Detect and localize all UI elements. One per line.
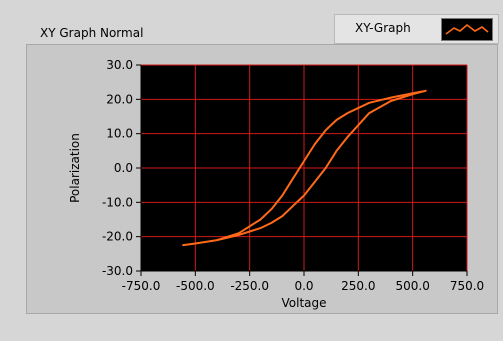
y-tick-label: 20.0 <box>106 92 133 106</box>
x-tick-label: -750.0 <box>122 279 161 293</box>
x-tick-label: 0.0 <box>294 279 313 293</box>
series-line <box>182 89 427 247</box>
x-tick-label: 500.0 <box>395 279 429 293</box>
x-tick-label: -500.0 <box>176 279 215 293</box>
x-tick-label: -250.0 <box>230 279 269 293</box>
xy-chart: -750.0 -500.0 -250.0 0.0 250.0 500.0 750.0 30.0… <box>68 58 484 310</box>
plot-panel: -750.0 -500.0 -250.0 0.0 250.0 500.0 750.0 30.0… <box>26 44 498 314</box>
axes <box>136 64 468 276</box>
legend-label: XY-Graph <box>355 21 411 35</box>
y-tick-label: -20.0 <box>102 230 133 244</box>
y-tick-label: 10.0 <box>106 127 133 141</box>
y-tick-label: -30.0 <box>102 264 133 278</box>
y-tick-label: 30.0 <box>106 58 133 72</box>
x-axis-label: Voltage <box>281 296 326 310</box>
tick-labels: -750.0 -500.0 -250.0 0.0 250.0 500.0 750.0 30.0… <box>102 58 484 293</box>
y-axis-label: Polarization <box>68 133 82 203</box>
graph-title: XY Graph Normal <box>40 26 144 40</box>
y-tick-label: -10.0 <box>102 195 133 209</box>
trace-layer <box>182 89 427 247</box>
orange-line-icon[interactable] <box>441 18 493 41</box>
plot-legend[interactable]: XY-Graph <box>334 14 499 44</box>
x-tick-label: 750.0 <box>450 279 484 293</box>
y-tick-label: 0.0 <box>114 161 133 175</box>
x-tick-label: 250.0 <box>341 279 375 293</box>
